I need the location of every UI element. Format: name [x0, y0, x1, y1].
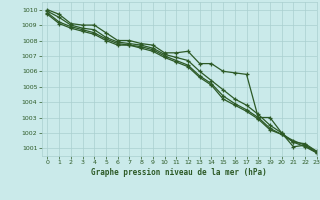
X-axis label: Graphe pression niveau de la mer (hPa): Graphe pression niveau de la mer (hPa): [91, 168, 267, 177]
